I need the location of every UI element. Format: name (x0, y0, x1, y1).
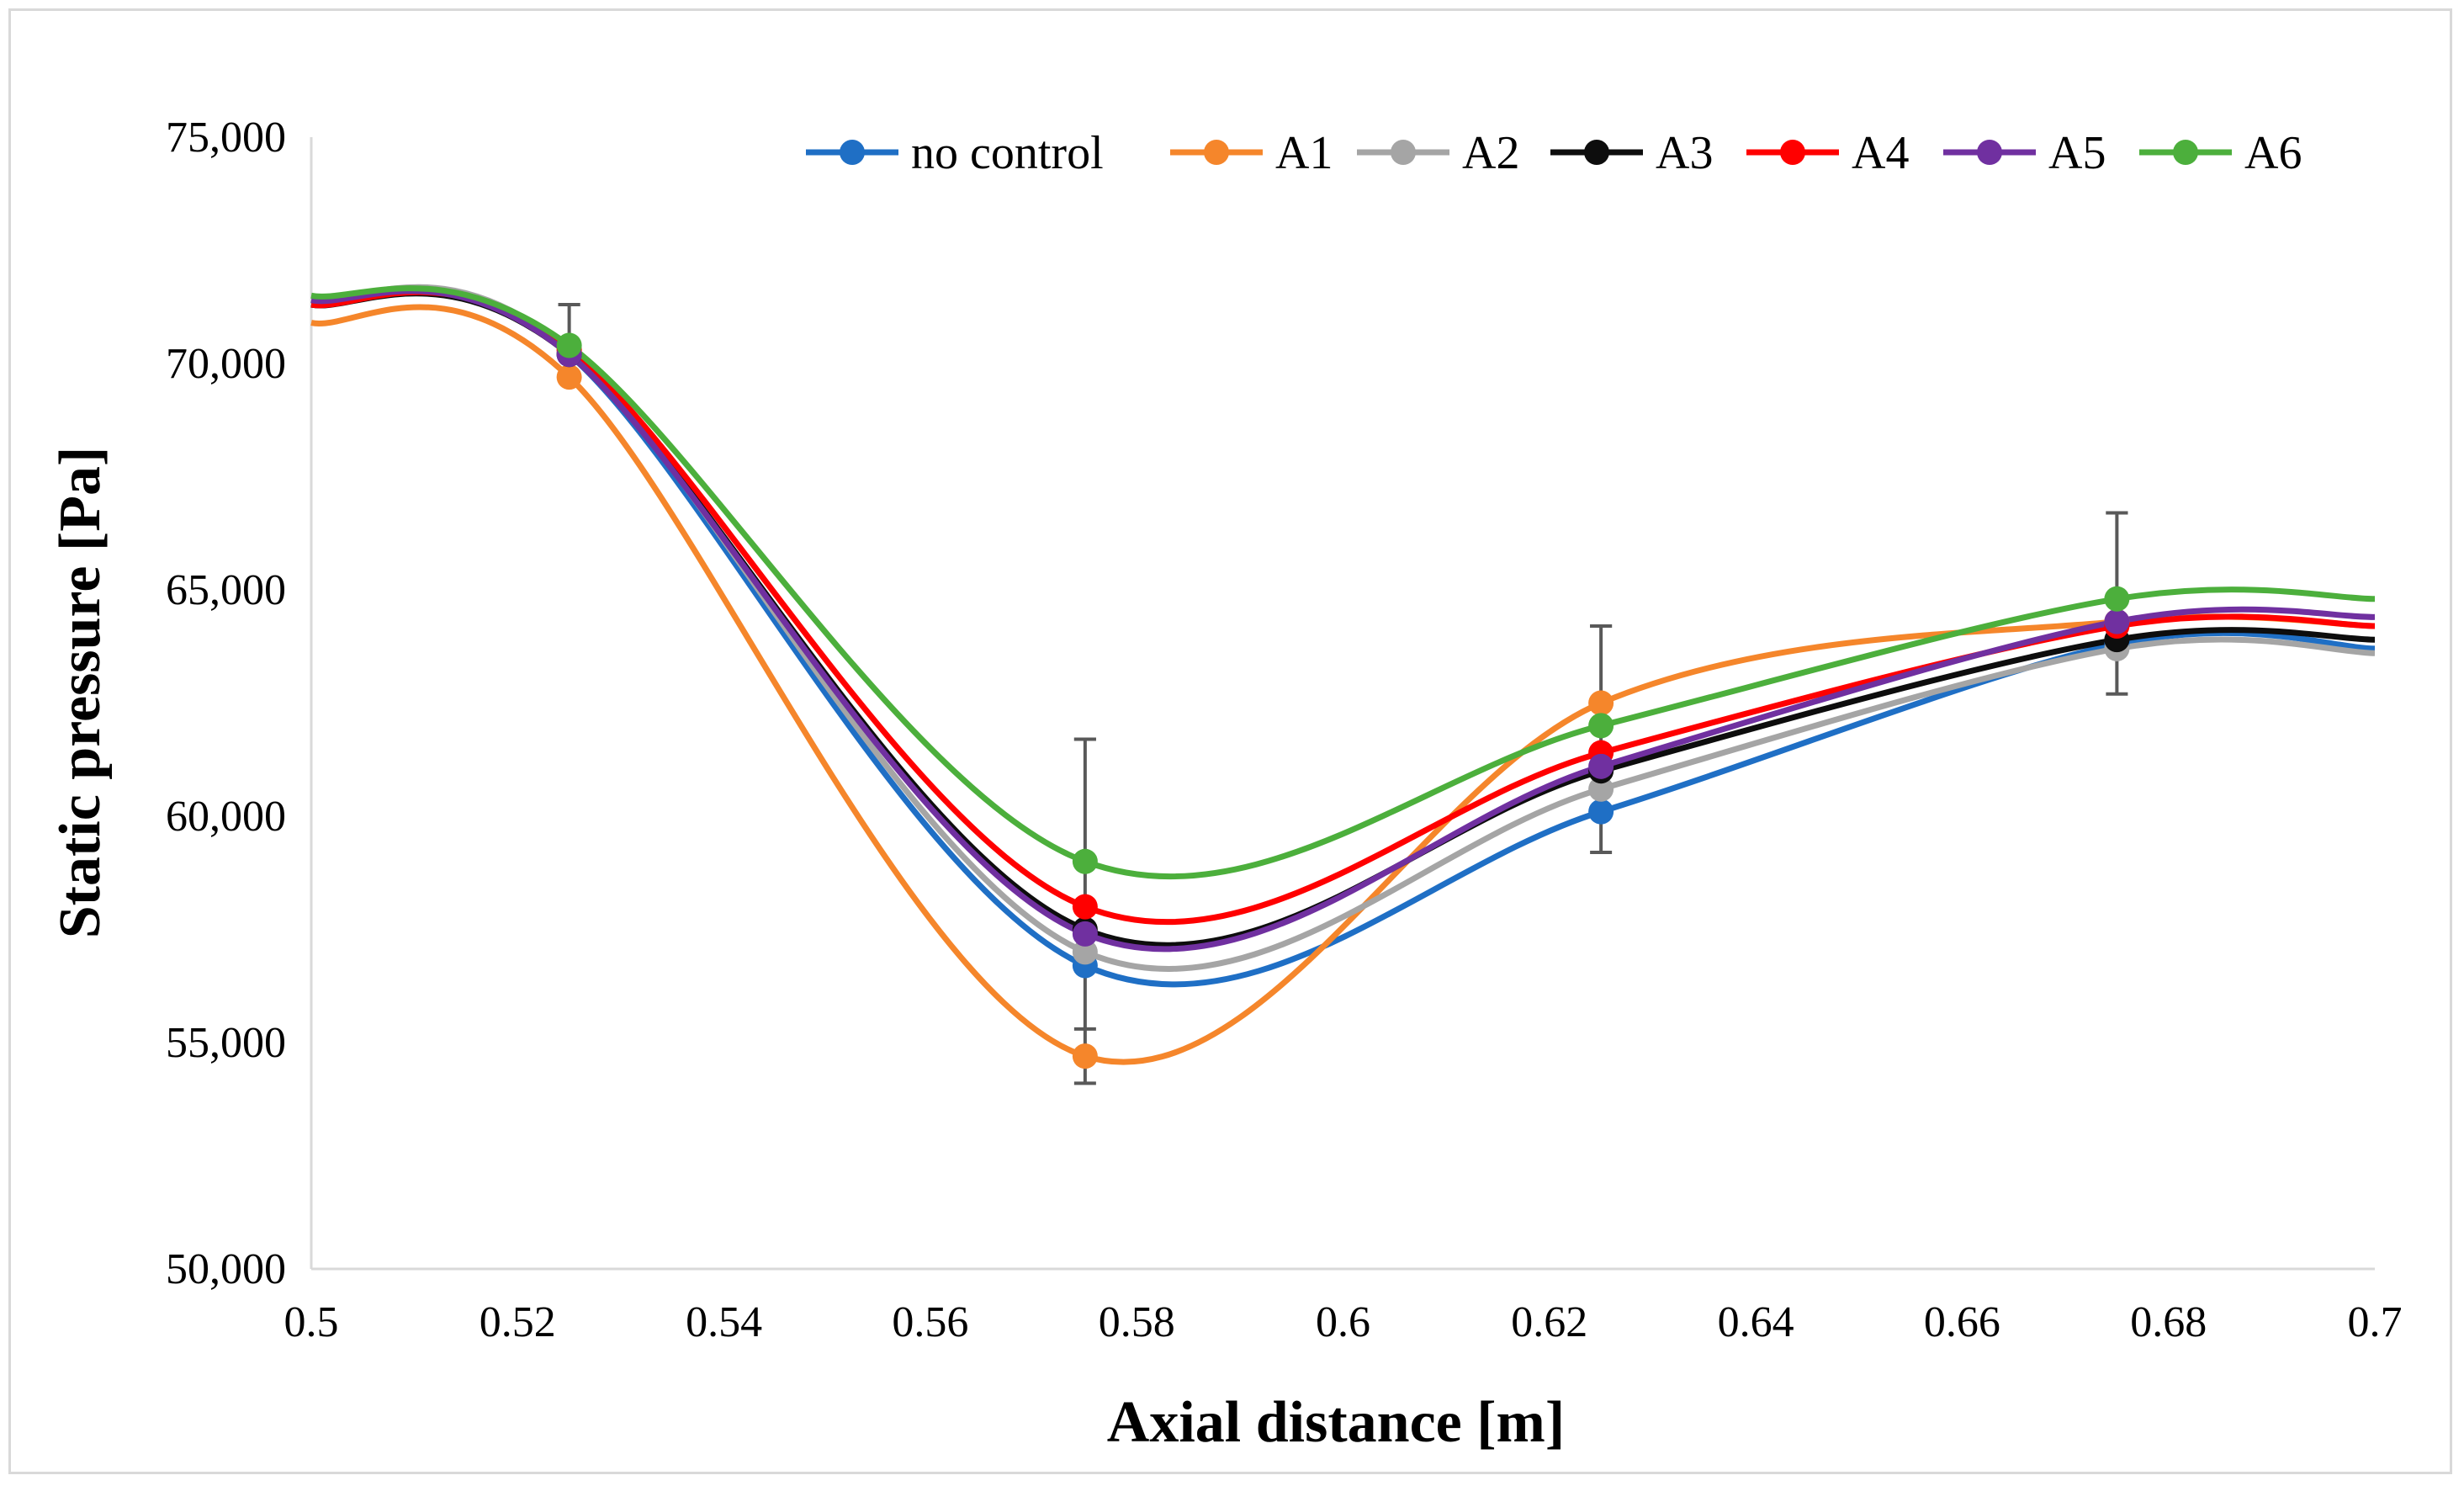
legend-marker-a2 (1391, 140, 1416, 165)
x-tick-label: 0.54 (686, 1298, 762, 1346)
legend-label-no-control: no control (911, 127, 1104, 179)
legend: no control A1 A2 A3 A4 A5 A6 (806, 127, 2302, 179)
axes (310, 137, 2375, 1271)
x-tick-label: 0.58 (1099, 1298, 1175, 1346)
data-point-a5 (1588, 753, 1614, 779)
data-point-a5 (2104, 608, 2130, 634)
x-tick-label: 0.64 (1718, 1298, 1794, 1346)
x-tick-label: 0.52 (480, 1298, 556, 1346)
chart-frame: 50,000 55,000 60,000 65,000 70,000 75,000 0.5 0… (8, 8, 2452, 1474)
series-line-a6 (310, 285, 2376, 879)
y-tick-label: 65,000 (166, 566, 286, 614)
series-line-a1 (310, 304, 2376, 1065)
data-point-a5 (1072, 921, 1098, 947)
data-point-a2 (1588, 776, 1614, 802)
x-tick-label: 0.62 (1511, 1298, 1587, 1346)
y-tick-label: 70,000 (166, 340, 286, 388)
x-tick-label: 0.68 (2130, 1298, 2207, 1346)
y-tick-label: 55,000 (166, 1019, 286, 1067)
x-axis-title: Axial distance [m] (1107, 1390, 1565, 1455)
x-tick-label: 0.6 (1316, 1298, 1370, 1346)
data-point-no-control (1588, 799, 1614, 825)
legend-label-a2: A2 (1462, 127, 1519, 179)
data-point-a6 (1588, 713, 1614, 739)
legend-marker-a1 (1204, 140, 1229, 165)
x-tick-label: 0.7 (2348, 1298, 2403, 1346)
error-bars (558, 303, 2128, 1085)
legend-marker-a3 (1584, 140, 1609, 165)
chart-svg: 50,000 55,000 60,000 65,000 70,000 75,000 0.5 0… (48, 114, 2403, 1455)
y-tick-label: 50,000 (166, 1245, 286, 1293)
data-point-a6 (2104, 586, 2130, 612)
y-tick-label: 75,000 (166, 114, 286, 162)
legend-label-a4: A4 (1852, 127, 1909, 179)
series-markers (556, 332, 2130, 1069)
data-point-a2 (1072, 939, 1098, 965)
legend-marker-a6 (2173, 140, 2198, 165)
data-point-a1 (1072, 1043, 1098, 1069)
tick-labels: 50,000 55,000 60,000 65,000 70,000 75,000 0.5 0… (166, 114, 2403, 1346)
data-point-a4 (1072, 894, 1098, 920)
y-axis-title: Static pressure [Pa] (48, 447, 113, 939)
data-point-a6 (1072, 848, 1098, 874)
data-point-a6 (556, 332, 582, 358)
legend-marker-a5 (1977, 140, 2002, 165)
x-tick-label: 0.56 (892, 1298, 968, 1346)
legend-label-a5: A5 (2048, 127, 2106, 179)
legend-marker-a4 (1780, 140, 1805, 165)
x-tick-label: 0.66 (1924, 1298, 2000, 1346)
y-tick-label: 60,000 (166, 793, 286, 841)
legend-label-a6: A6 (2244, 127, 2302, 179)
legend-label-a1: A1 (1275, 127, 1333, 179)
x-tick-label: 0.5 (284, 1298, 339, 1346)
series-lines (310, 284, 2376, 1065)
data-point-a1 (1588, 690, 1614, 716)
legend-label-a3: A3 (1656, 127, 1713, 179)
data-point-a1 (556, 364, 582, 390)
legend-marker-no-control (840, 140, 865, 165)
